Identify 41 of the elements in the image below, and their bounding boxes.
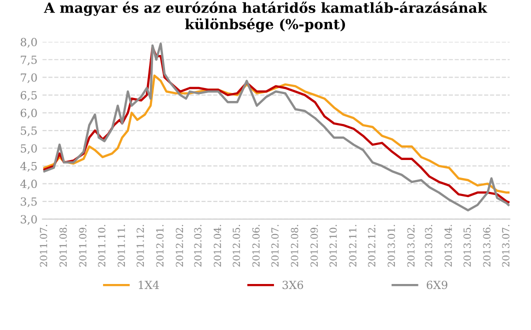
x-tick-label: 2012.12. [368, 224, 376, 267]
x-tick-label: 2013.07. [502, 224, 510, 267]
legend-label: 1X4 [138, 280, 159, 289]
x-tick-label: 2013.04. [444, 224, 452, 267]
y-tick-label: 5,0 [20, 144, 37, 154]
legend-label: 6X9 [426, 280, 448, 290]
y-tick-label: 7,5 [20, 56, 37, 66]
x-tick-label: 2012.03. [194, 224, 202, 267]
x-tick-label: 2013.06. [483, 224, 490, 267]
y-tick-label: 3,0 [20, 215, 37, 225]
x-tick-label: 2012.04. [214, 224, 222, 267]
x-tick-label: 2011.09. [79, 224, 86, 267]
x-tick-label: 2013.05. [463, 224, 471, 267]
x-tick-label: 2013.01. [388, 224, 395, 267]
x-tick-label: 2012.05. [232, 224, 240, 267]
y-tick-label: 6,5 [20, 91, 37, 101]
x-tick-label: 2013.02. [407, 224, 415, 267]
y-tick-label: 8,0 [20, 38, 37, 48]
y-tick-label: 4,5 [20, 162, 37, 172]
x-tick-label: 2013.03. [424, 224, 432, 267]
x-tick-label: 2012.10. [329, 224, 337, 267]
line-series [43, 74, 510, 194]
chart-title: A magyar és az eurózóna határidős kamatláb-árazásának különbsége (%-pont) [44, 2, 488, 32]
x-tick-label: 2012.11. [349, 224, 356, 267]
y-tick-label: 5,5 [20, 126, 37, 136]
x-tick-label: 2011.08. [59, 224, 67, 267]
x-tick-label: 2011.11. [118, 224, 125, 267]
x-tick-label: 2012.08. [290, 224, 298, 267]
x-tick-label: 2012.09. [310, 224, 318, 267]
y-tick-label: 7,0 [20, 73, 37, 84]
y-tick-label: 6,0 [20, 108, 37, 119]
x-tick-label: 2012.01. [156, 224, 164, 267]
y-tick-label: 4,0 [20, 180, 37, 190]
y-tick-label: 3,5 [20, 197, 37, 208]
x-tick-label: 2011.07. [40, 224, 48, 267]
x-tick-label: 2012.06. [252, 224, 260, 267]
legend-label: 3X6 [282, 280, 304, 290]
x-tick-label: 2011.10. [98, 224, 106, 267]
x-tick-label: 2011.12. [136, 224, 144, 267]
x-tick-label: 2012.07. [271, 224, 279, 267]
x-tick-label: 2012.02. [176, 224, 184, 267]
